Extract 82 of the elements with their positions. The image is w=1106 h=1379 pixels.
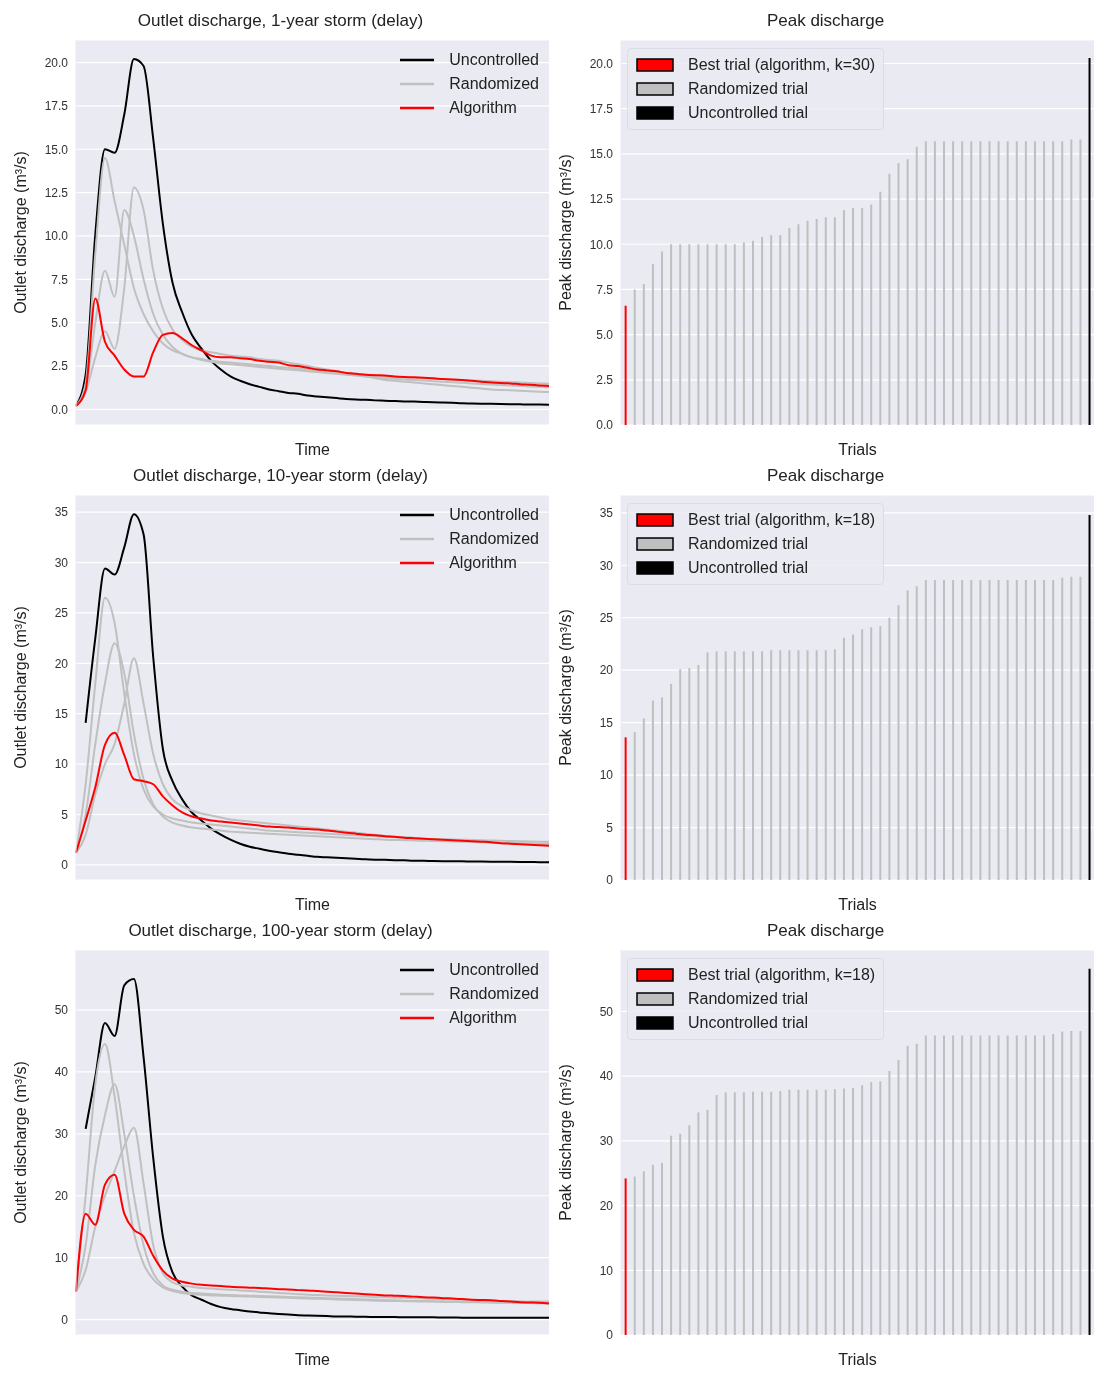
y-tick-label: 0 [61,1312,69,1327]
legend-label: Best trial (algorithm, k=30) [688,56,876,74]
y-tick-label: 30 [599,558,614,573]
y-tick-label: 15.0 [44,142,69,157]
y-tick-label: 10 [599,768,614,783]
y-tick-label: 15 [599,715,614,730]
y-tick-label: 10.0 [589,237,614,252]
y-tick-label: 20 [599,663,614,678]
y-tick-label: 25 [54,606,69,621]
y-axis-title: Outlet discharge (m³/s) [11,151,29,314]
y-tick-label: 2.5 [51,359,69,374]
legend-label: Algorithm [449,554,517,572]
y-axis-title: Peak discharge (m³/s) [556,609,574,766]
y-tick-label: 30 [54,555,69,570]
y-tick-label: 20.0 [44,55,69,70]
y-tick-label: 20.0 [589,56,614,71]
y-tick-label: 5.0 [51,315,69,330]
legend-label: Uncontrolled [449,51,539,69]
y-tick-label: 20 [54,1188,69,1203]
y-tick-label: 25 [599,611,614,625]
y-axis-title: Outlet discharge (m³/s) [11,1061,29,1224]
y-tick-label: 17.5 [44,99,69,114]
y-tick-label: 5 [606,820,614,835]
y-tick-label: 10 [54,1250,69,1265]
legend-label: Algorithm [449,99,517,117]
chart-title: Outlet discharge, 1-year storm (delay) [136,10,425,32]
y-tick-label: 12.5 [589,192,614,207]
y-tick-label: 20 [599,1198,614,1213]
x-axis-title: Trials [838,1351,877,1368]
legend-label: Best trial (algorithm, k=18) [688,511,876,529]
y-tick-label: 15 [54,706,69,721]
y-tick-label: 10.0 [44,229,69,244]
chart-title: Outlet discharge, 100-year storm (delay) [127,920,434,942]
y-tick-label: 15.0 [589,147,614,162]
y-tick-label: 17.5 [589,101,614,116]
y-tick-label: 0 [606,1328,614,1343]
y-tick-label: 35 [54,505,69,520]
y-tick-label: 7.5 [596,282,614,297]
legend-label: Uncontrolled trial [688,559,809,577]
y-tick-label: 7.5 [51,272,69,287]
x-axis-title: Time [295,441,331,458]
legend-label: Uncontrolled trial [688,1014,809,1032]
y-tick-label: 5.0 [596,327,614,342]
legend-label: Randomized [449,530,539,548]
y-tick-label: 35 [599,506,614,521]
x-axis-title: Trials [838,896,877,913]
y-tick-label: 50 [599,1004,614,1019]
legend-label: Randomized [449,985,539,1003]
y-tick-label: 40 [54,1065,69,1080]
chart-title: Peak discharge [765,465,886,487]
legend-label: Randomized trial [688,80,809,98]
legend-label: Uncontrolled [449,506,539,524]
x-axis-title: Time [295,1351,331,1368]
legend-label: Randomized [449,75,539,93]
y-tick-label: 30 [54,1127,69,1142]
legend-label: Randomized trial [688,990,809,1008]
y-tick-label: 0.0 [596,418,614,433]
chart-title: Peak discharge [765,10,886,32]
y-tick-label: 2.5 [596,373,614,388]
legend-label: Uncontrolled [449,961,539,979]
chart-title: Peak discharge [765,920,886,942]
y-tick-label: 40 [599,1069,614,1084]
legend-label: Algorithm [449,1009,517,1027]
y-tick-label: 20 [54,656,69,671]
chart-title: Outlet discharge, 10-year storm (delay) [132,465,429,487]
y-tick-label: 10 [54,757,69,772]
y-tick-label: 12.5 [44,185,69,200]
x-axis-title: Time [295,896,331,913]
y-tick-label: 0.0 [51,402,69,417]
x-axis-title: Trials [838,441,877,458]
y-axis-title: Outlet discharge (m³/s) [11,606,29,769]
y-tick-label: 50 [54,1003,69,1018]
y-tick-label: 10 [599,1263,614,1278]
legend-label: Uncontrolled trial [688,104,809,122]
legend-label: Best trial (algorithm, k=18) [688,966,876,984]
y-tick-label: 0 [606,873,614,888]
y-axis-title: Peak discharge (m³/s) [556,154,574,311]
y-tick-label: 5 [61,807,69,822]
y-tick-label: 0 [61,858,69,873]
legend-label: Randomized trial [688,535,809,553]
y-axis-title: Peak discharge (m³/s) [556,1064,574,1221]
y-tick-label: 30 [599,1134,614,1149]
